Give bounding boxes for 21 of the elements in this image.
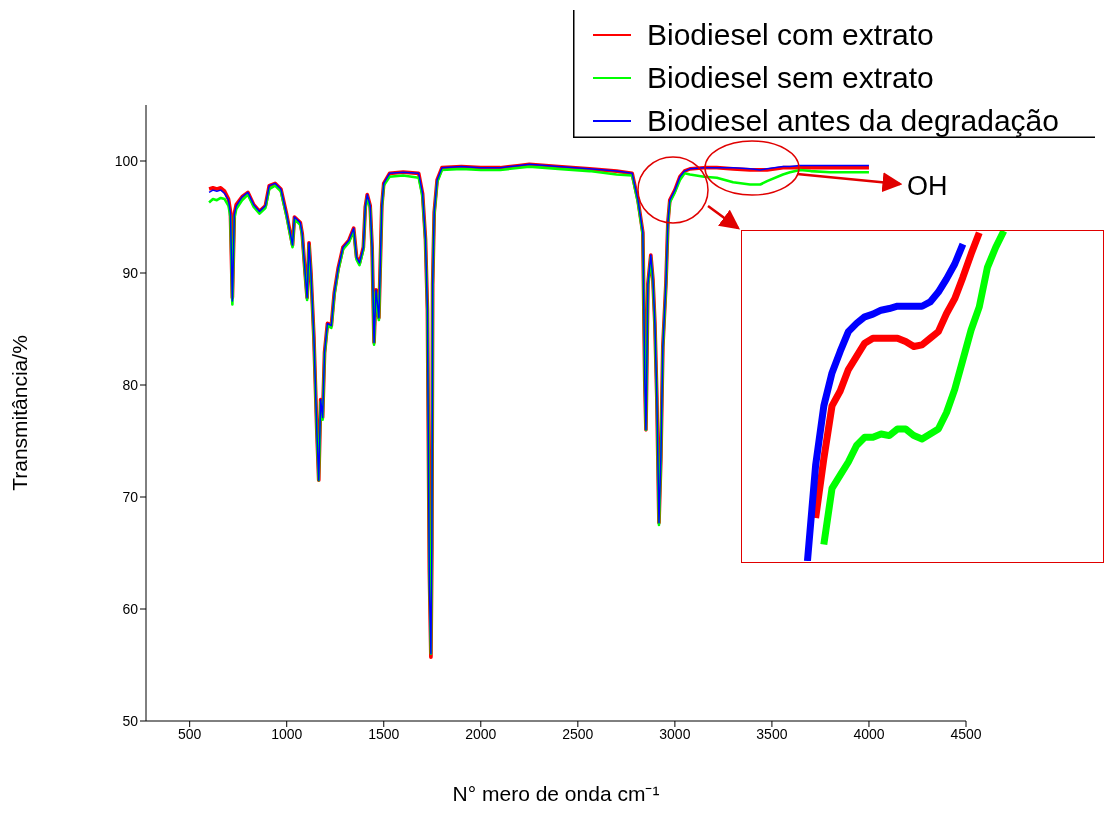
legend-label: Biodiesel antes da degradação: [647, 104, 1059, 138]
y-tick-label: 60: [122, 600, 139, 617]
x-tick-label: 4500: [950, 725, 982, 742]
x-tick-label: 3000: [659, 725, 691, 742]
x-tick-label: 2000: [465, 725, 497, 742]
legend-label: Biodiesel com extrato: [647, 18, 934, 52]
y-tick-label: 50: [122, 712, 139, 729]
x-axis-title: N° mero de onda cm⁻¹: [452, 782, 660, 805]
y-tick-label: 80: [122, 376, 139, 393]
x-tick-label: 4000: [853, 725, 885, 742]
x-tick-label: 3500: [756, 725, 788, 742]
y-tick-label: 100: [114, 152, 139, 169]
y-axis-title: Transmitância/%: [8, 335, 32, 491]
y-tick-label: 90: [122, 264, 139, 281]
annotation: OH: [907, 171, 948, 201]
y-tick-label: 70: [122, 488, 139, 505]
x-tick-label: 500: [177, 725, 202, 742]
x-tick-label: 1000: [271, 725, 303, 742]
x-tick-label: 1500: [368, 725, 400, 742]
legend-label: Biodiesel sem extrato: [647, 61, 934, 95]
x-tick-label: 2500: [562, 725, 594, 742]
